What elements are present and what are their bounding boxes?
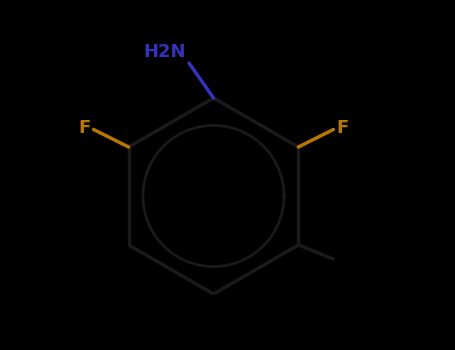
Text: F: F — [78, 119, 90, 137]
Text: F: F — [337, 119, 349, 137]
Text: H2N: H2N — [143, 43, 186, 61]
